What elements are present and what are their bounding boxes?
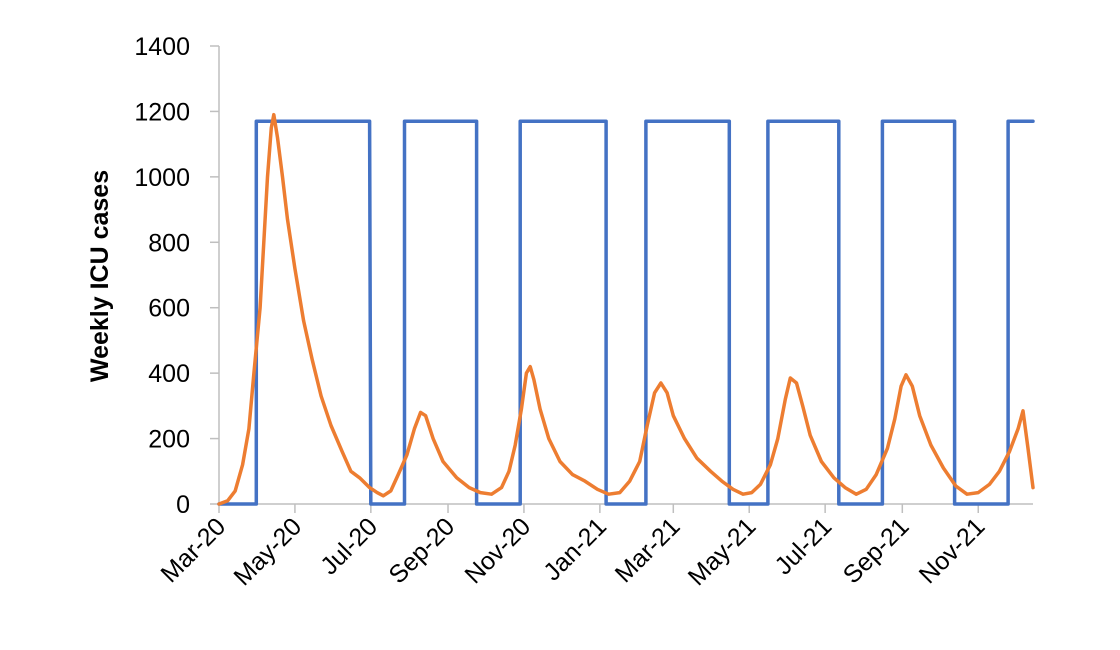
y-tick-label: 1200 xyxy=(134,98,190,126)
y-axis: 0 200 400 600 800 1000 1200 1400 xyxy=(134,33,220,519)
series-layer xyxy=(217,112,1035,506)
y-tick-label: 400 xyxy=(148,360,190,388)
x-tick-label: Nov-21 xyxy=(914,512,991,589)
series-line-2 xyxy=(217,112,1035,506)
x-tick-label: Mar-21 xyxy=(610,512,686,588)
y-tick-label: 200 xyxy=(148,426,190,454)
y-tick-label: 1000 xyxy=(134,164,190,192)
x-tick-label: Sep-21 xyxy=(838,512,915,589)
x-tick-label: May-21 xyxy=(683,512,762,591)
y-tick-label: 800 xyxy=(148,229,190,257)
y-tick-label: 1400 xyxy=(134,33,190,61)
y-tick-label: 600 xyxy=(148,295,190,323)
x-tick-label: Jul-20 xyxy=(315,512,383,580)
x-tick-label: Sep-20 xyxy=(383,512,460,589)
y-axis-title: Weekly ICU cases xyxy=(86,170,114,382)
series-line-1 xyxy=(217,119,1035,506)
x-tick-label: Jan-21 xyxy=(538,512,612,586)
y-tick-label: 0 xyxy=(176,491,190,519)
x-tick-label: Mar-20 xyxy=(155,512,231,588)
x-tick-label: May-20 xyxy=(228,512,307,591)
x-tick-label: Jul-21 xyxy=(769,512,837,580)
x-tick-label: Nov-20 xyxy=(459,512,536,589)
